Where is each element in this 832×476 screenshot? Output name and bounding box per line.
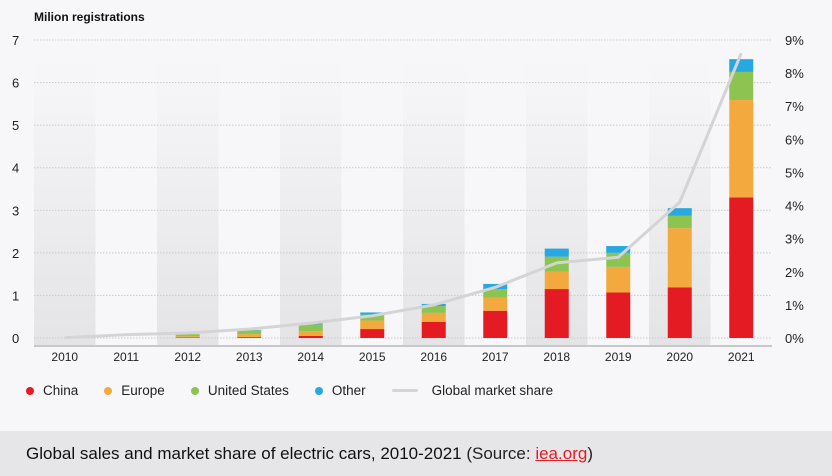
- x-tick-label: 2010: [51, 350, 78, 364]
- caption: Global sales and market share of electri…: [26, 444, 593, 464]
- legend: China Europe United States Other Global mark…: [26, 383, 579, 398]
- bar-segment-china: [667, 287, 692, 338]
- x-tick-label: 2014: [297, 350, 324, 364]
- y2-axis-ticks: 0% 1% 2% 3% 4% 5% 6% 7% 8% 9%: [785, 33, 804, 346]
- bar-segment-other: [606, 246, 631, 253]
- caption-bar: Global sales and market share of electri…: [0, 431, 832, 476]
- bar-segment-united-states: [298, 324, 323, 332]
- bar-segment-united-states: [606, 252, 631, 267]
- source-link[interactable]: iea.org: [535, 444, 588, 463]
- caption-source-suffix: ): [587, 444, 593, 463]
- bar-segment-europe: [421, 312, 446, 322]
- y-axis-title: Milion registrations: [34, 10, 145, 24]
- y2-tick-label: 3%: [785, 232, 804, 247]
- bar-segment-europe: [237, 334, 262, 338]
- legend-item: Global market share: [391, 383, 554, 398]
- bar-segment-europe: [483, 297, 508, 311]
- bar-segment-united-states: [421, 306, 446, 313]
- legend-item: China: [26, 383, 78, 398]
- legend-label: Global market share: [431, 383, 554, 398]
- y2-tick-label: 6%: [785, 132, 804, 147]
- bar-segment-europe: [298, 331, 323, 336]
- caption-title: Global sales and market share of electri…: [26, 444, 462, 463]
- market-share-line: [64, 52, 743, 340]
- bar-segment-china: [606, 292, 631, 338]
- stacked-bars: [175, 59, 754, 338]
- y-tick-label: 2: [12, 246, 19, 261]
- legend-dot: [190, 386, 199, 395]
- legend-item: Europe: [104, 383, 165, 398]
- x-tick-label: 2021: [728, 350, 755, 364]
- y-tick-label: 7: [12, 33, 19, 48]
- x-tick-label: 2013: [236, 350, 263, 364]
- x-tick-label: 2011: [113, 350, 139, 364]
- bar-segment-china: [298, 335, 323, 338]
- bar-segment-united-states: [237, 330, 262, 335]
- bar-segment-europe: [360, 320, 385, 330]
- bar-segment-china: [544, 289, 569, 338]
- bar-segment-united-states: [667, 215, 692, 229]
- y2-tick-label: 7%: [785, 99, 804, 114]
- legend-label: United States: [207, 383, 289, 398]
- chart: Milion registrations 0 1 2 3 4 5 6 7 0% 1% 2% 3% 4%…: [12, 10, 804, 364]
- bar-segment-other: [360, 312, 385, 315]
- legend-label: Europe: [121, 383, 165, 398]
- y2-tick-label: 1%: [785, 298, 804, 313]
- legend-item: Other: [314, 383, 366, 398]
- y2-tick-label: 0%: [785, 331, 804, 346]
- bar-segment-china: [360, 329, 385, 338]
- x-tick-label: 2015: [359, 350, 386, 364]
- bar-segment-united-states: [729, 71, 754, 101]
- bar-segment-europe: [606, 266, 631, 293]
- y-tick-label: 4: [12, 161, 19, 176]
- bar-segment-china: [237, 337, 262, 338]
- bar-segment-united-states: [483, 289, 508, 298]
- x-tick-label: 2017: [482, 350, 509, 364]
- y2-tick-label: 5%: [785, 165, 804, 180]
- y-tick-label: 5: [12, 118, 19, 133]
- gridlines: [34, 39, 772, 339]
- legend-line-swatch: [391, 389, 418, 392]
- bar-segment-united-states: [360, 314, 385, 321]
- legend-label: China: [43, 383, 79, 398]
- x-tick-label: 2020: [666, 350, 693, 364]
- y-tick-label: 6: [12, 76, 19, 91]
- legend-item: United States: [190, 383, 289, 398]
- x-tick-label: 2016: [420, 350, 447, 364]
- column-band: [34, 60, 96, 346]
- legend-dot: [26, 386, 34, 395]
- y2-tick-label: 4%: [785, 199, 804, 214]
- bar-segment-china: [421, 321, 446, 338]
- x-tick-label: 2019: [605, 350, 632, 364]
- bar-segment-europe: [175, 336, 200, 338]
- bar-segment-china: [729, 197, 754, 338]
- legend-dot: [104, 386, 113, 395]
- y2-tick-label: 2%: [785, 265, 804, 280]
- bar-segment-other: [667, 208, 692, 216]
- y-tick-label: 3: [12, 203, 19, 218]
- y-tick-label: 1: [12, 288, 19, 303]
- bar-segment-united-states: [175, 334, 200, 337]
- y2-tick-label: 8%: [785, 66, 804, 81]
- x-tick-label: 2012: [174, 350, 201, 364]
- bar-segment-europe: [667, 228, 692, 288]
- x-tick-label: 2018: [543, 350, 570, 364]
- bar-segment-europe: [729, 100, 754, 198]
- column-band: [403, 60, 465, 346]
- y-tick-label: 0: [12, 331, 19, 346]
- legend-label: Other: [331, 383, 366, 398]
- legend-dot: [314, 386, 323, 395]
- caption-source-prefix: (Source:: [461, 444, 536, 463]
- bar-segment-other: [544, 248, 569, 257]
- y-axis-ticks: 0 1 2 3 4 5 6 7: [12, 33, 19, 346]
- column-band: [157, 60, 219, 346]
- x-axis-ticks: 2010 2011 2012 2013 2014 2015 2016 2017 2018 2019…: [51, 350, 755, 364]
- bar-segment-europe: [544, 271, 569, 290]
- bar-segment-china: [483, 310, 508, 338]
- y2-tick-label: 9%: [785, 33, 804, 48]
- column-band: [280, 60, 342, 346]
